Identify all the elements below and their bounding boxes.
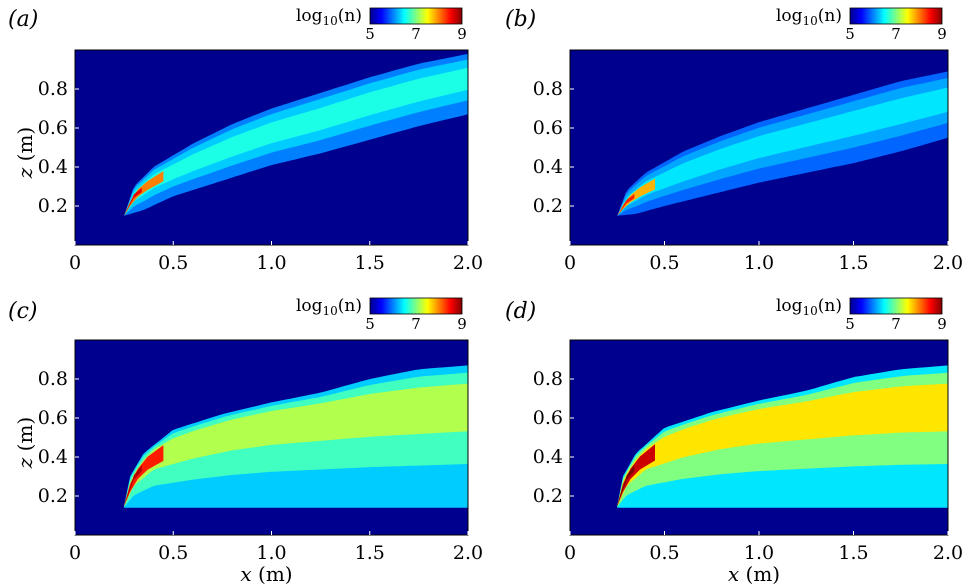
colorbar-tick-label: 7	[411, 315, 421, 333]
colorbar-tick-label: 9	[937, 25, 947, 43]
plot-area	[569, 49, 949, 246]
y-tick-label: 0.6	[533, 117, 563, 139]
x-tick-label: 1.5	[838, 252, 868, 274]
plume-peak	[124, 465, 142, 506]
x-tick-label: 0	[564, 252, 576, 274]
y-tick-label: 0.6	[38, 117, 68, 139]
y-tick-label: 0.2	[533, 485, 563, 507]
x-tick-label: 2.0	[933, 252, 963, 274]
plume-body	[124, 383, 468, 507]
colorbar	[849, 297, 943, 315]
colorbar-tick-label: 9	[457, 25, 467, 43]
x-tick-label: 0.5	[649, 252, 679, 274]
plume-peak	[124, 187, 142, 216]
x-tick-label: 0.5	[158, 542, 188, 564]
x-tick-label: 0	[69, 252, 81, 274]
colorbar-label: log10(n)	[776, 296, 842, 318]
panel-a: (a) log10(n) 5 7 9 0 0.5 1.0 1.5 2.0 0.2…	[8, 6, 483, 274]
plume-core	[124, 171, 164, 216]
x-tick-label: 1.0	[744, 252, 774, 274]
plume-core	[617, 444, 655, 507]
colorbar	[369, 7, 463, 25]
x-axis-label: x (m)	[728, 562, 780, 586]
panel-c: (c) log10(n) 5 7 9 0 0.5 1.0 1.5 2.0 0.2…	[8, 296, 483, 586]
colorbar	[849, 7, 943, 25]
x-tick-label: 2.0	[453, 252, 483, 274]
x-tick-label: 1.0	[256, 252, 286, 274]
plume-core	[617, 178, 655, 216]
y-tick-label: 0.4	[38, 446, 68, 468]
colorbar-tick-label: 7	[891, 315, 901, 333]
panel-label: (d)	[505, 299, 536, 324]
y-tick-label: 0.2	[38, 485, 68, 507]
y-tick-label: 0.4	[533, 446, 563, 468]
y-tick-label: 0.2	[533, 195, 563, 217]
plume-body	[617, 87, 948, 216]
plot-area	[74, 49, 469, 246]
x-tick-label: 0	[564, 542, 576, 564]
y-axis-label: z (m)	[13, 417, 37, 469]
x-tick-label: 0.5	[158, 252, 188, 274]
colorbar-tick-label: 5	[845, 25, 855, 43]
plume-body	[124, 67, 468, 216]
x-tick-label: 1.0	[744, 542, 774, 564]
y-tick-label: 0.8	[533, 78, 563, 100]
y-tick-label: 0.4	[533, 156, 563, 178]
plume-core	[124, 445, 164, 507]
y-tick-label: 0.6	[38, 407, 68, 429]
panel-b: (b) log10(n) 5 7 9 0 0.5 1.0 1.5 2.0 0.2…	[505, 6, 963, 274]
x-tick-label: 1.0	[256, 542, 286, 564]
x-tick-label: 0	[69, 542, 81, 564]
colorbar-tick-label: 5	[365, 315, 375, 333]
x-tick-label: 2.0	[933, 542, 963, 564]
y-axis-label: z (m)	[13, 127, 37, 179]
x-tick-label: 0.5	[649, 542, 679, 564]
panel-label: (c)	[8, 299, 38, 324]
x-tick-label: 2.0	[453, 542, 483, 564]
panel-label: (b)	[505, 7, 536, 32]
colorbar-tick-label: 9	[937, 315, 947, 333]
panel-label: (a)	[8, 7, 38, 32]
plot-area	[569, 339, 949, 536]
y-tick-label: 0.8	[533, 368, 563, 390]
x-tick-label: 1.5	[838, 542, 868, 564]
x-tick-label: 1.5	[355, 252, 385, 274]
y-tick-label: 0.4	[38, 156, 68, 178]
x-tick-label: 1.5	[355, 542, 385, 564]
colorbar	[369, 297, 463, 315]
y-tick-label: 0.8	[38, 78, 68, 100]
plot-area	[74, 339, 469, 536]
plume-body	[617, 383, 948, 507]
plume-peak	[617, 465, 635, 506]
colorbar-label: log10(n)	[776, 6, 842, 28]
colorbar-label: log10(n)	[296, 6, 362, 28]
colorbar-tick-label: 5	[845, 315, 855, 333]
plume-peak	[617, 194, 635, 216]
x-axis-label: x (m)	[240, 562, 292, 586]
colorbar-tick-label: 5	[365, 25, 375, 43]
colorbar-tick-label: 7	[411, 25, 421, 43]
colorbar-label: log10(n)	[296, 296, 362, 318]
y-tick-label: 0.6	[533, 407, 563, 429]
panel-d: (d) log10(n) 5 7 9 0 0.5 1.0 1.5 2.0 0.2…	[505, 296, 963, 586]
y-tick-label: 0.8	[38, 368, 68, 390]
colorbar-tick-label: 9	[457, 315, 467, 333]
colorbar-tick-label: 7	[891, 25, 901, 43]
y-tick-label: 0.2	[38, 195, 68, 217]
